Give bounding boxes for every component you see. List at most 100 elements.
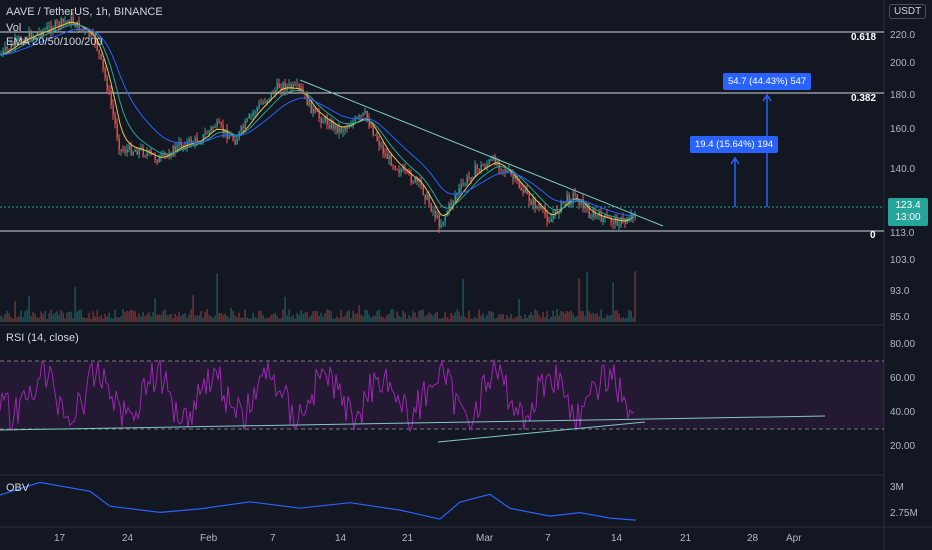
candle-body xyxy=(2,50,4,55)
volume-bar xyxy=(158,314,160,322)
candle-body xyxy=(376,134,378,141)
rsi-tick: 20.00 xyxy=(890,441,916,452)
candle-body xyxy=(362,112,364,116)
candle-body xyxy=(556,209,558,214)
volume-bar xyxy=(470,318,472,322)
candle-body xyxy=(634,213,636,218)
volume-bar xyxy=(234,315,236,322)
volume-bar xyxy=(576,316,578,322)
measure-label-small[interactable]: 19.4 (15.64%) 194 xyxy=(690,136,779,153)
candle-body xyxy=(296,84,298,86)
volume-bar xyxy=(506,315,508,322)
volume-bar xyxy=(508,318,510,322)
candle-body xyxy=(154,154,156,160)
candle-body xyxy=(258,103,260,108)
currency-button[interactable]: USDT xyxy=(889,4,927,19)
volume-bar xyxy=(140,316,142,322)
candle-body xyxy=(328,124,330,129)
volume-bar xyxy=(300,309,302,322)
volume-bar xyxy=(332,318,334,322)
volume-bar xyxy=(358,305,360,322)
candle-body xyxy=(218,121,220,124)
volume-bar xyxy=(230,307,232,322)
candle-body xyxy=(520,187,522,191)
candle-body xyxy=(128,145,130,150)
candle-body xyxy=(544,208,546,215)
candle-body xyxy=(252,112,254,116)
candle-body xyxy=(322,121,324,124)
volume-bar xyxy=(442,317,444,322)
fib-618-label: 0.618 xyxy=(851,32,877,43)
candle-body xyxy=(524,189,526,193)
volume-bar xyxy=(596,313,598,322)
volume-bar xyxy=(96,309,98,322)
volume-bar xyxy=(26,309,28,322)
volume-bar xyxy=(364,309,366,322)
candle-body xyxy=(412,182,414,184)
volume-bar xyxy=(422,309,424,322)
candle-body xyxy=(106,77,108,91)
measure-label-large[interactable]: 54.7 (44.43%) 547 xyxy=(723,73,812,90)
volume-bar xyxy=(106,316,108,322)
volume-bar xyxy=(622,317,624,322)
volume-bar xyxy=(378,309,380,322)
candle-body xyxy=(248,115,250,119)
candle-body xyxy=(338,127,340,133)
candle-body xyxy=(102,58,104,69)
candle-body xyxy=(96,42,98,50)
candle-body xyxy=(156,159,158,163)
rsi-trend-line xyxy=(437,421,646,443)
volume-bar xyxy=(232,311,234,322)
volume-bar xyxy=(30,315,32,322)
volume-bar xyxy=(472,318,474,322)
candle-body xyxy=(398,169,400,173)
rsi-label: RSI (14, close) xyxy=(6,332,79,344)
candle-body xyxy=(178,142,180,146)
volume-bar xyxy=(476,318,478,322)
candle-body xyxy=(592,212,594,218)
candle-body xyxy=(344,127,346,131)
candle-body xyxy=(308,100,310,106)
candle-body xyxy=(38,31,40,33)
volume-bar xyxy=(64,318,66,322)
rsi-tick: 60.00 xyxy=(890,373,916,384)
volume-bar xyxy=(566,311,568,322)
volume-bar xyxy=(294,318,296,322)
volume-bar xyxy=(564,312,566,322)
rsi-tick: 40.00 xyxy=(890,407,916,418)
candle-body xyxy=(602,217,604,222)
candle-body xyxy=(306,94,308,106)
volume-bar xyxy=(560,311,562,322)
candle-body xyxy=(202,134,204,143)
volume-bar xyxy=(78,309,80,322)
volume-bar xyxy=(414,312,416,322)
price-tick: 140.0 xyxy=(890,164,916,175)
candle-body xyxy=(188,138,190,142)
volume-bar xyxy=(440,318,442,322)
candle-body xyxy=(30,32,32,40)
volume-bar xyxy=(126,310,128,322)
volume-bar xyxy=(290,317,292,322)
candle-body xyxy=(222,125,224,133)
volume-bar xyxy=(152,312,154,322)
candle-body xyxy=(444,215,446,222)
candle-body xyxy=(204,133,206,135)
candle-body xyxy=(114,114,116,125)
candle-body xyxy=(208,130,210,135)
volume-bar xyxy=(480,315,482,322)
volume-bar xyxy=(66,312,68,322)
candle-body xyxy=(572,193,574,202)
volume-bar xyxy=(528,315,530,322)
candle-body xyxy=(250,115,252,117)
candle-body xyxy=(474,165,476,178)
candle-body xyxy=(288,83,290,86)
volume-bar xyxy=(164,309,166,322)
price-tick: 180.0 xyxy=(890,90,916,101)
candle-body xyxy=(512,174,514,179)
candle-body xyxy=(316,111,318,113)
volume-bar xyxy=(8,313,10,322)
volume-bar xyxy=(428,312,430,322)
volume-bar xyxy=(156,314,158,322)
volume-bar xyxy=(34,313,36,322)
